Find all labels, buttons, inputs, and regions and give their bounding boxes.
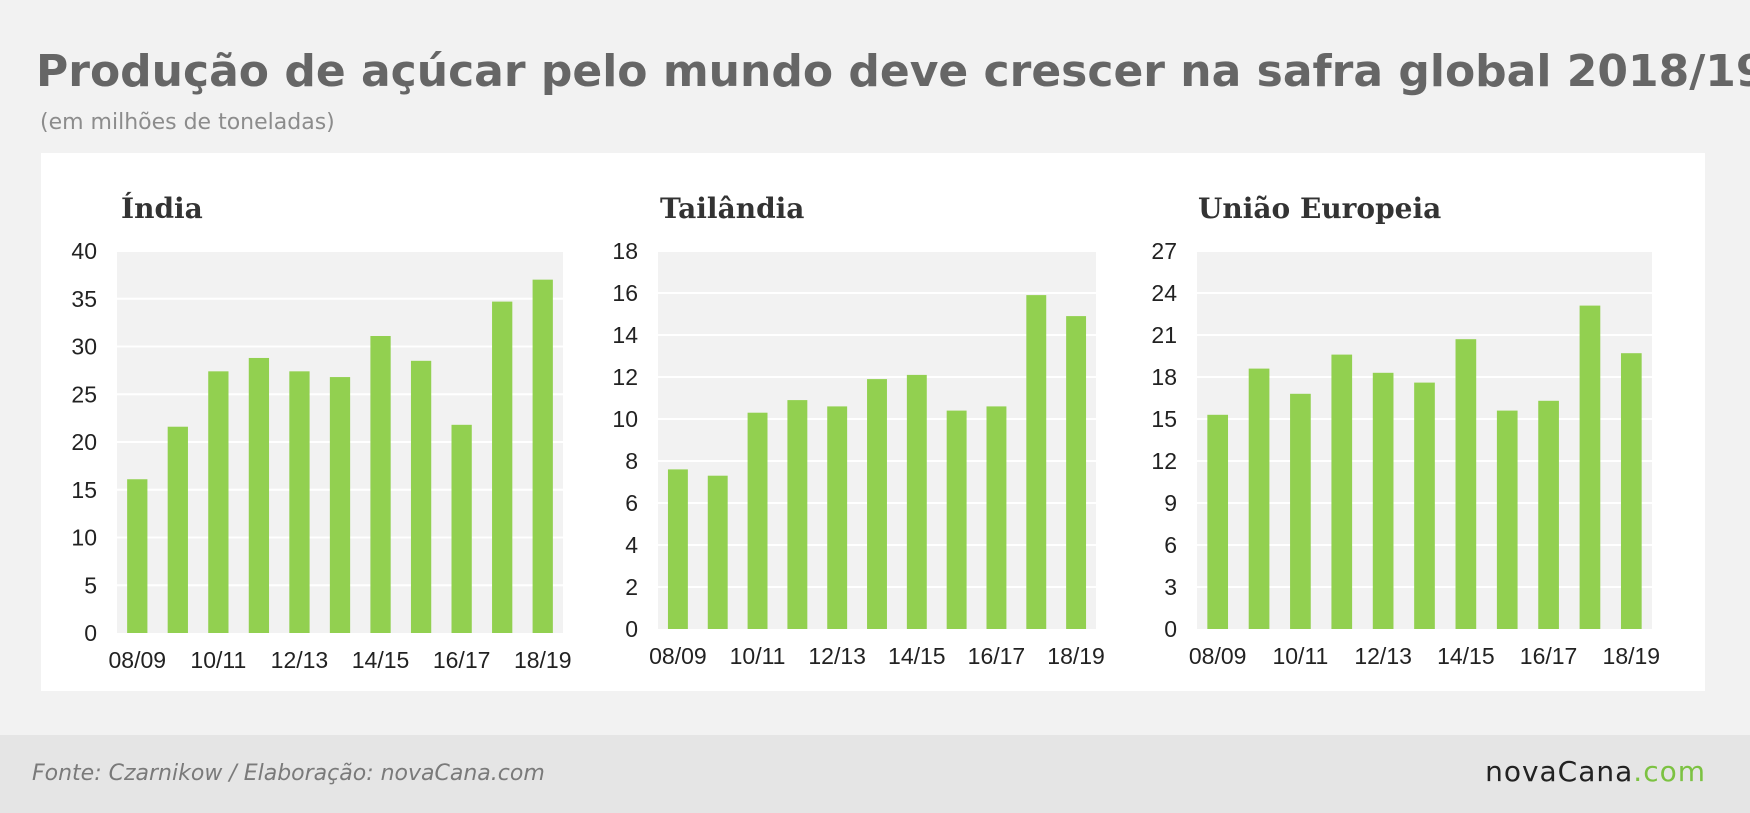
bar-0-5 [329,377,351,633]
bar-2-10 [1620,353,1642,629]
x-tick-label-1-0: 08/09 [649,643,707,669]
bar-0-8 [451,424,472,633]
x-tick-label-0-1: 10/11 [190,647,246,673]
bar-1-6 [906,374,927,629]
x-tick-label-1-1: 10/11 [730,643,786,669]
bar-2-2 [1290,393,1311,629]
y-tick-label-0-3: 15 [71,477,97,503]
y-tick-label-1-4: 8 [625,448,638,474]
bar-1-2 [747,412,768,629]
bar-2-1 [1248,368,1270,629]
bar-1-10 [1066,316,1087,629]
bar-0-6 [370,335,391,633]
bar-2-5 [1414,382,1435,629]
bar-2-8 [1538,400,1559,629]
y-tick-label-1-0: 0 [625,616,638,642]
x-tick-label-1-4: 16/17 [968,643,1026,669]
bar-2-4 [1372,372,1394,629]
bar-2-3 [1331,354,1353,629]
x-tick-label-0-5: 18/19 [514,647,572,673]
y-tick-label-0-7: 35 [71,286,97,312]
charts-panel: Índia 0 5 10 15 20 25 30 35 40 08/09 10/11 12/13 14/1… [41,153,1705,691]
bar-1-4 [827,406,848,629]
y-tick-label-0-6: 30 [71,334,97,360]
bar-2-6 [1455,339,1477,629]
bar-1-9 [1026,295,1047,629]
brand-logo: novaCana.com [1485,755,1706,788]
bar-0-3 [248,357,270,633]
x-tick-label-1-5: 18/19 [1047,643,1105,669]
y-tick-label-2-2: 6 [1164,532,1177,558]
bar-0-4 [289,371,310,633]
bar-2-7 [1496,410,1518,629]
y-tick-label-1-1: 2 [625,574,638,600]
y-tick-label-0-4: 20 [71,429,97,455]
y-tick-label-2-1: 3 [1164,574,1177,600]
x-tick-label-0-0: 08/09 [108,647,166,673]
bar-2-0 [1207,414,1229,629]
bar-1-8 [986,406,1007,629]
chart-title-2: União Europeia [1198,192,1441,225]
bar-0-0 [127,479,148,633]
x-tick-label-0-2: 12/13 [271,647,329,673]
logo-suffix: .com [1633,755,1706,788]
y-tick-label-2-8: 24 [1151,280,1177,306]
y-tick-label-0-8: 40 [71,238,97,264]
y-tick-label-1-7: 14 [612,322,638,348]
y-tick-label-2-6: 18 [1151,364,1177,390]
page-title: Produção de açúcar pelo mundo deve cresc… [36,46,1750,97]
x-tick-label-1-2: 12/13 [808,643,866,669]
y-tick-label-2-5: 15 [1151,406,1177,432]
y-tick-label-2-3: 9 [1164,490,1177,516]
bar-1-3 [787,400,808,629]
bar-0-7 [410,360,432,633]
x-tick-label-2-5: 18/19 [1603,643,1661,669]
chart-title-0: Índia [121,192,203,225]
y-tick-label-0-0: 0 [84,620,97,646]
logo-main: novaCana [1485,755,1634,788]
y-tick-label-2-7: 21 [1151,322,1177,348]
page-subtitle: (em milhões de toneladas) [40,110,335,135]
y-tick-label-0-2: 10 [71,525,97,551]
y-tick-label-2-4: 12 [1151,448,1177,474]
bar-1-5 [867,379,887,629]
x-tick-label-2-2: 12/13 [1354,643,1412,669]
bar-0-2 [208,371,229,633]
y-tick-label-1-5: 10 [612,406,638,432]
bar-0-9 [492,301,513,633]
bar-2-9 [1579,305,1601,629]
x-tick-label-2-4: 16/17 [1520,643,1578,669]
x-tick-label-2-1: 10/11 [1272,643,1328,669]
y-tick-label-1-3: 6 [625,490,638,516]
source-note: Fonte: Czarnikow / Elaboração: novaCana.… [32,761,545,786]
bar-1-1 [707,475,728,629]
bar-0-1 [167,426,188,633]
y-tick-label-2-0: 0 [1164,616,1177,642]
y-tick-label-0-5: 25 [71,381,97,407]
bar-1-0 [667,469,688,629]
y-tick-label-1-9: 18 [612,238,638,264]
bar-1-7 [946,410,967,629]
y-tick-label-1-2: 4 [625,532,638,558]
x-tick-label-0-3: 14/15 [352,647,410,673]
footer: Fonte: Czarnikow / Elaboração: novaCana.… [0,735,1750,813]
y-tick-label-0-1: 5 [84,572,97,598]
y-tick-label-2-9: 27 [1151,238,1177,264]
x-tick-label-1-3: 14/15 [888,643,946,669]
y-tick-label-1-8: 16 [612,280,638,306]
chart-title-1: Tailândia [660,192,804,225]
x-tick-label-2-3: 14/15 [1437,643,1495,669]
x-tick-label-2-0: 08/09 [1189,643,1247,669]
bar-0-10 [532,279,553,633]
y-tick-label-1-6: 12 [612,364,638,390]
x-tick-label-0-4: 16/17 [433,647,491,673]
